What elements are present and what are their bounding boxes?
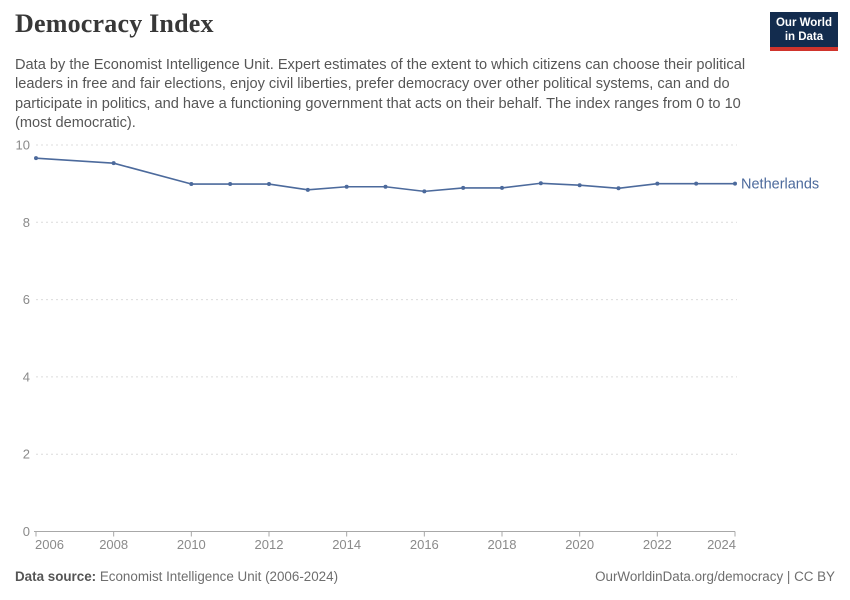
data-point[interactable] [344, 184, 349, 189]
x-tick-label: 2022 [643, 537, 672, 552]
data-point[interactable] [577, 183, 582, 188]
line-chart: 0 2 4 6 8 10 2006 2008 2010 2012 2014 2016 2018 2020 2… [16, 138, 820, 553]
data-point[interactable] [655, 181, 660, 186]
data-point[interactable] [189, 182, 194, 187]
y-tick-label: 0 [23, 524, 30, 539]
data-point[interactable] [616, 186, 621, 191]
data-point[interactable] [267, 182, 271, 187]
y-tick-label: 10 [16, 138, 30, 153]
data-point[interactable] [228, 182, 233, 187]
owid-logo-line1: Our World [775, 17, 832, 29]
chart-subtitle: Data by the Economist Intelligence Unit.… [15, 57, 746, 132]
data-point[interactable] [383, 184, 388, 189]
data-point[interactable] [422, 189, 427, 194]
data-point[interactable] [461, 185, 466, 190]
x-tick-label: 2010 [177, 537, 206, 552]
owid-logo-line2: in Data [784, 30, 824, 43]
x-tick-label: 2014 [332, 537, 361, 552]
data-point[interactable] [34, 156, 38, 161]
x-tick-label: 2006 [35, 537, 64, 552]
chart-footer: Data source: Economist Intelligence Unit… [15, 568, 835, 586]
x-tick-label: 2008 [99, 537, 128, 552]
data-source-text: Economist Intelligence Unit (2006-2024) [96, 569, 339, 584]
data-source-label: Data source: [15, 569, 97, 584]
x-tick-label: 2024 [707, 537, 736, 552]
page-title: Democracy Index [15, 9, 214, 38]
data-point[interactable] [111, 161, 116, 166]
y-tick-label: 8 [23, 215, 30, 230]
data-source: Data source: Economist Intelligence Unit… [15, 568, 338, 586]
data-point[interactable] [694, 181, 699, 186]
y-tick-label: 4 [23, 369, 30, 384]
owid-logo[interactable]: Our World in Data [769, 12, 838, 51]
x-tick-label: 2018 [488, 537, 517, 552]
x-tick-label: 2016 [410, 537, 439, 552]
y-tick-label: 6 [23, 292, 30, 307]
y-tick-label: 2 [23, 447, 30, 462]
x-tick-label: 2012 [255, 537, 284, 552]
data-point[interactable] [733, 181, 737, 186]
data-point[interactable] [538, 181, 543, 186]
data-point[interactable] [305, 187, 310, 192]
owid-citation-link[interactable]: OurWorldinData.org/democracy | CC BY [595, 569, 835, 584]
entity-label-netherlands[interactable]: Netherlands [741, 176, 819, 192]
x-tick-label: 2020 [565, 537, 594, 552]
data-point[interactable] [500, 185, 504, 190]
